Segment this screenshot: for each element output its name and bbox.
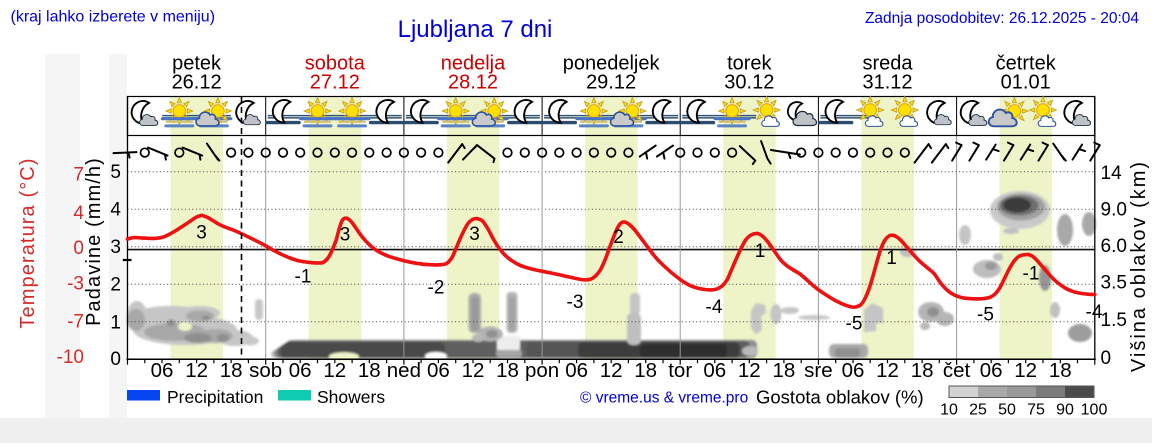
svg-text:18: 18: [496, 359, 519, 382]
svg-text:06: 06: [565, 359, 588, 382]
svg-text:Padavine (mm/h): Padavine (mm/h): [83, 157, 105, 326]
svg-text:10: 10: [940, 402, 958, 419]
svg-text:5: 5: [110, 162, 121, 183]
svg-text:06: 06: [980, 359, 1003, 382]
svg-text:12: 12: [738, 359, 761, 382]
svg-text:06: 06: [289, 359, 312, 382]
svg-text:90: 90: [1056, 402, 1074, 419]
svg-text:3: 3: [340, 225, 351, 246]
svg-text:(kraj lahko izberete v meniju): (kraj lahko izberete v meniju): [11, 9, 216, 26]
svg-text:2: 2: [110, 275, 121, 296]
svg-text:0: 0: [110, 349, 121, 370]
svg-text:28.12: 28.12: [448, 72, 498, 94]
svg-text:3.5: 3.5: [1101, 272, 1127, 293]
svg-text:-1: -1: [295, 267, 312, 288]
svg-text:© vreme.us & vreme.pro: © vreme.us & vreme.pro: [580, 390, 748, 407]
svg-text:7: 7: [73, 165, 84, 186]
svg-text:4: 4: [110, 200, 121, 221]
svg-text:-3: -3: [67, 274, 84, 295]
svg-text:1: 1: [110, 312, 121, 333]
svg-text:-5: -5: [977, 305, 994, 326]
svg-text:Temperatura (°C): Temperatura (°C): [17, 157, 39, 328]
svg-text:14: 14: [1101, 163, 1123, 184]
svg-text:27.12: 27.12: [310, 72, 360, 94]
svg-text:0: 0: [73, 238, 84, 259]
svg-text:06: 06: [842, 359, 865, 382]
svg-text:12: 12: [1014, 359, 1037, 382]
svg-text:50: 50: [998, 402, 1016, 419]
svg-text:-4: -4: [1086, 302, 1103, 323]
svg-text:26.12: 26.12: [172, 72, 222, 94]
svg-text:čet: čet: [943, 359, 971, 382]
svg-text:75: 75: [1027, 402, 1045, 419]
svg-text:18: 18: [220, 359, 243, 382]
svg-text:1: 1: [755, 241, 766, 262]
svg-text:-1: -1: [1023, 264, 1040, 285]
svg-text:3: 3: [110, 237, 121, 258]
svg-text:18: 18: [634, 359, 657, 382]
svg-text:tor: tor: [668, 359, 692, 382]
svg-text:4: 4: [73, 203, 84, 224]
svg-text:Zadnja posodobitev: 26.12.2025: Zadnja posodobitev: 26.12.2025 - 20:04: [865, 10, 1139, 27]
svg-text:12: 12: [462, 359, 485, 382]
svg-text:1.5: 1.5: [1101, 310, 1127, 331]
svg-text:-3: -3: [567, 292, 584, 313]
svg-text:-5: -5: [846, 314, 863, 335]
svg-text:06: 06: [703, 359, 726, 382]
svg-text:18: 18: [1049, 359, 1072, 382]
svg-text:sre: sre: [804, 359, 832, 382]
svg-text:petek: petek: [172, 53, 222, 75]
svg-text:100: 100: [1081, 402, 1108, 419]
svg-text:četrtek: četrtek: [996, 53, 1057, 75]
svg-text:pon: pon: [525, 359, 559, 382]
svg-text:18: 18: [911, 359, 934, 382]
svg-text:Showers: Showers: [317, 387, 385, 407]
svg-text:Gostota oblakov (%): Gostota oblakov (%): [756, 387, 924, 408]
svg-text:1: 1: [886, 248, 897, 269]
svg-text:12: 12: [876, 359, 899, 382]
svg-text:torek: torek: [727, 53, 772, 75]
svg-text:-7: -7: [67, 312, 84, 333]
svg-text:ned: ned: [387, 359, 421, 382]
svg-text:18: 18: [772, 359, 795, 382]
svg-text:25: 25: [969, 402, 987, 419]
svg-text:12: 12: [323, 359, 346, 382]
svg-text:Višina oblakov (km): Višina oblakov (km): [1128, 160, 1150, 372]
svg-text:Ljubljana 7 dni: Ljubljana 7 dni: [398, 16, 553, 43]
svg-text:12: 12: [600, 359, 623, 382]
svg-text:0: 0: [1101, 348, 1112, 369]
svg-text:30.12: 30.12: [724, 72, 774, 94]
svg-text:2: 2: [613, 227, 624, 248]
svg-text:-4: -4: [706, 297, 723, 318]
svg-text:31.12: 31.12: [862, 72, 912, 94]
svg-text:01.01: 01.01: [1001, 72, 1051, 94]
svg-text:sob: sob: [249, 359, 282, 382]
svg-text:-10: -10: [57, 347, 84, 368]
svg-text:sobota: sobota: [305, 53, 366, 75]
svg-text:3: 3: [196, 222, 207, 243]
svg-text:12: 12: [185, 359, 208, 382]
svg-text:9.0: 9.0: [1101, 199, 1127, 220]
svg-text:nedelja: nedelja: [441, 53, 506, 75]
svg-text:06: 06: [151, 359, 174, 382]
svg-text:sreda: sreda: [862, 53, 913, 75]
svg-text:06: 06: [427, 359, 450, 382]
svg-text:6.0: 6.0: [1101, 236, 1127, 257]
svg-text:ponedeljek: ponedeljek: [563, 53, 661, 75]
svg-text:29.12: 29.12: [586, 72, 636, 94]
svg-text:3: 3: [469, 224, 480, 245]
svg-text:-2: -2: [428, 278, 445, 299]
svg-text:18: 18: [358, 359, 381, 382]
svg-text:Precipitation: Precipitation: [167, 387, 263, 407]
